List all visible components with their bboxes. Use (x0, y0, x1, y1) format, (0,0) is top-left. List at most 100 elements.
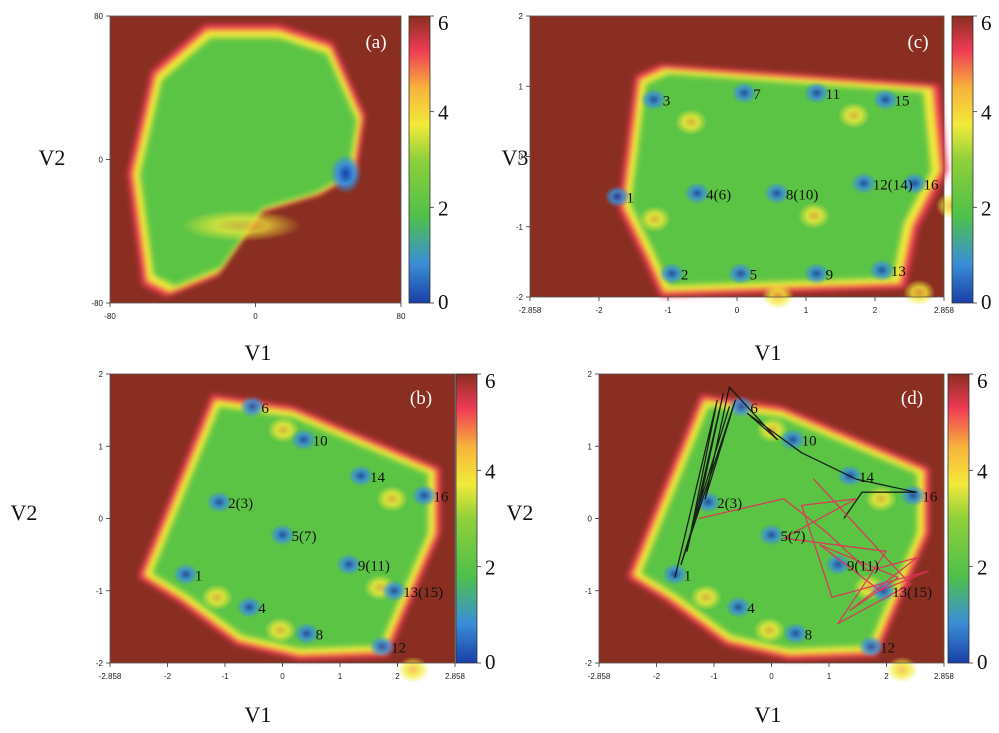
y-axis-label: V3 (502, 145, 529, 170)
minimum-label: 16 (922, 490, 938, 506)
y-axis-label: V2 (39, 145, 66, 170)
minimum-label: 4 (747, 601, 755, 617)
panel-a: -80 0 80 80 0 -80 V1 V2 (a) 0 2 4 6 (39, 11, 449, 365)
barrier-region (638, 206, 671, 233)
x-tick-label: -2.858 (588, 672, 611, 681)
minimum-well (269, 523, 296, 546)
minimum-label: 3 (663, 94, 671, 110)
colorbar-tick-label: 6 (981, 11, 992, 35)
minimum-well (872, 88, 899, 111)
minimum-well (329, 153, 362, 194)
minimum-label: 2 (681, 268, 689, 284)
minimum-label: 14 (370, 470, 386, 486)
y-tick-label: -1 (585, 587, 593, 596)
y-tick-label: 2 (99, 370, 104, 379)
minimum-well (803, 262, 830, 285)
minimum-well (347, 464, 374, 487)
minimum-label: 12 (391, 641, 406, 657)
minimum-label: 5 (750, 268, 758, 284)
y-tick-label: 80 (94, 12, 103, 21)
colorbar-tick-label: 6 (438, 11, 449, 35)
y-tick-label: 0 (99, 156, 104, 165)
barrier-region (180, 209, 301, 242)
x-tick-label: 0 (253, 312, 258, 321)
minimum-label: 5(7) (292, 529, 317, 545)
minimum-well (782, 622, 809, 645)
minimum-well (779, 428, 806, 451)
colorbar-tick-label: 0 (438, 290, 449, 314)
x-axis-label: V1 (755, 702, 782, 727)
x-axis-label: V1 (245, 340, 272, 365)
minimum-well (868, 259, 895, 282)
y-tick-label: -1 (96, 587, 104, 596)
minimum-well (684, 182, 711, 205)
x-tick-label: 2 (884, 672, 889, 681)
minimum-well (758, 523, 785, 546)
y-tick-label: -2 (96, 659, 104, 668)
minimum-label: 7 (753, 87, 761, 103)
x-tick-label: 2.858 (934, 672, 955, 681)
minimum-well (824, 553, 851, 576)
minimum-label: 13 (891, 264, 906, 280)
x-tick-label: -2 (164, 672, 172, 681)
minimum-well (290, 428, 317, 451)
barrier-region (397, 656, 430, 683)
colorbar-tick-label: 4 (438, 101, 449, 125)
minimum-label: 4 (258, 601, 266, 617)
y-axis-label: V2 (11, 500, 38, 525)
minimum-well (803, 81, 830, 104)
x-tick-label: 2 (873, 306, 878, 315)
x-tick-label: -80 (104, 312, 116, 321)
barrier-region (761, 283, 794, 310)
barrier-region (903, 279, 936, 306)
y-tick-label: 1 (588, 442, 593, 451)
minimum-label: 8 (805, 627, 813, 643)
colorbar (947, 373, 970, 664)
x-axis-label: V1 (755, 340, 782, 365)
x-tick-label: 1 (804, 306, 809, 315)
x-tick-label: -2 (653, 672, 661, 681)
minimum-well (604, 185, 631, 208)
y-tick-label: -1 (516, 223, 524, 232)
panel-label: (a) (365, 32, 386, 53)
x-tick-label: -2.858 (519, 306, 542, 315)
y-tick-label: 2 (519, 12, 524, 21)
y-axis-label: V2 (507, 500, 534, 525)
minimum-well (369, 635, 396, 658)
colorbar-tick-label: 6 (485, 369, 496, 393)
barrier-region (886, 656, 919, 683)
minimum-well (858, 635, 885, 658)
minimum-label: 9 (826, 268, 834, 284)
minimum-well (411, 484, 438, 507)
y-tick-label: -2 (585, 659, 593, 668)
barrier-region (798, 202, 831, 229)
x-tick-label: 2.858 (934, 306, 955, 315)
minimum-well (901, 172, 928, 195)
y-tick-label: -80 (91, 299, 103, 308)
barrier-region (264, 617, 297, 644)
y-tick-label: 0 (519, 153, 524, 162)
colorbar-tick-label: 2 (485, 556, 496, 580)
barrier-region (376, 485, 409, 512)
y-tick-label: -2 (516, 293, 524, 302)
minimum-well (381, 579, 408, 602)
x-tick-label: -1 (221, 672, 229, 681)
minimum-label: 5(7) (781, 529, 806, 545)
minimum-label: 12(14) (873, 177, 913, 193)
panel-label: (b) (410, 388, 432, 409)
y-tick-label: 1 (519, 82, 524, 91)
colorbar-tick-label: 2 (981, 196, 992, 220)
minimum-label: 10 (802, 434, 817, 450)
minimum-label: 16 (433, 490, 449, 506)
colorbar-tick-label: 6 (977, 369, 988, 393)
minimum-label: 8 (316, 627, 324, 643)
minimum-label: 1 (626, 191, 634, 207)
x-tick-label: 1 (827, 672, 832, 681)
minimum-label: 12 (880, 641, 895, 657)
minimum-well (850, 172, 877, 195)
y-tick-label: 0 (99, 515, 104, 524)
minimum-well (293, 622, 320, 645)
panel-label: (c) (907, 32, 928, 53)
